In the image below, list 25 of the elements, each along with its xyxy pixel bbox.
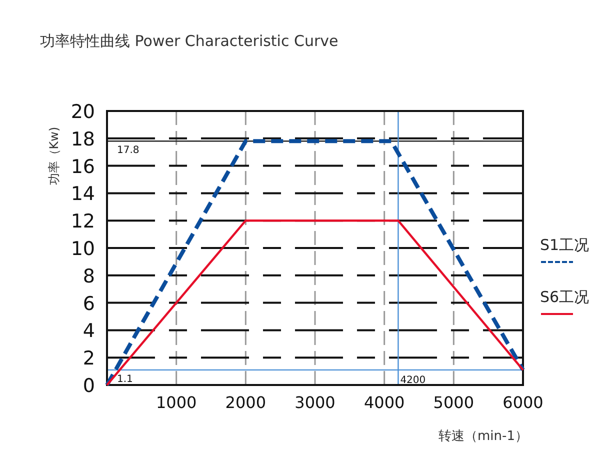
- y-tick-label: 6: [82, 292, 95, 315]
- y-axis-title: 功率（Kw): [47, 126, 61, 186]
- x-tick-label: 2000: [225, 393, 266, 412]
- x-axis-title: 转速（min-1）: [438, 429, 528, 444]
- ref-line-label: 1.1: [117, 374, 133, 385]
- y-tick-label: 12: [70, 210, 95, 233]
- x-tick-label: 3000: [294, 393, 336, 412]
- y-tick-label: 4: [82, 320, 95, 342]
- y-tick-label: 20: [70, 101, 95, 123]
- text: S6工况: [540, 288, 590, 306]
- y-tick-label: 8: [82, 265, 95, 288]
- chart-title: 功率特性曲线 Power Characteristic Curve: [40, 32, 338, 50]
- y-tick-label: 18: [70, 128, 95, 150]
- ref-line-label: 4200: [400, 375, 426, 386]
- y-tick-label: 16: [70, 156, 95, 178]
- x-tick-label: 6000: [502, 393, 544, 412]
- x-tick-label: 4000: [364, 393, 405, 412]
- y-tick-label: 14: [70, 183, 95, 206]
- y-tick-label: 10: [70, 238, 95, 260]
- y-tick-label: 2: [82, 348, 95, 370]
- ref-line-label: 17.8: [117, 145, 140, 156]
- x-tick-label: 1000: [156, 393, 197, 412]
- text: S1工况: [540, 236, 590, 254]
- y-tick-label: 0: [82, 375, 95, 397]
- x-tick-label: 5000: [433, 393, 474, 412]
